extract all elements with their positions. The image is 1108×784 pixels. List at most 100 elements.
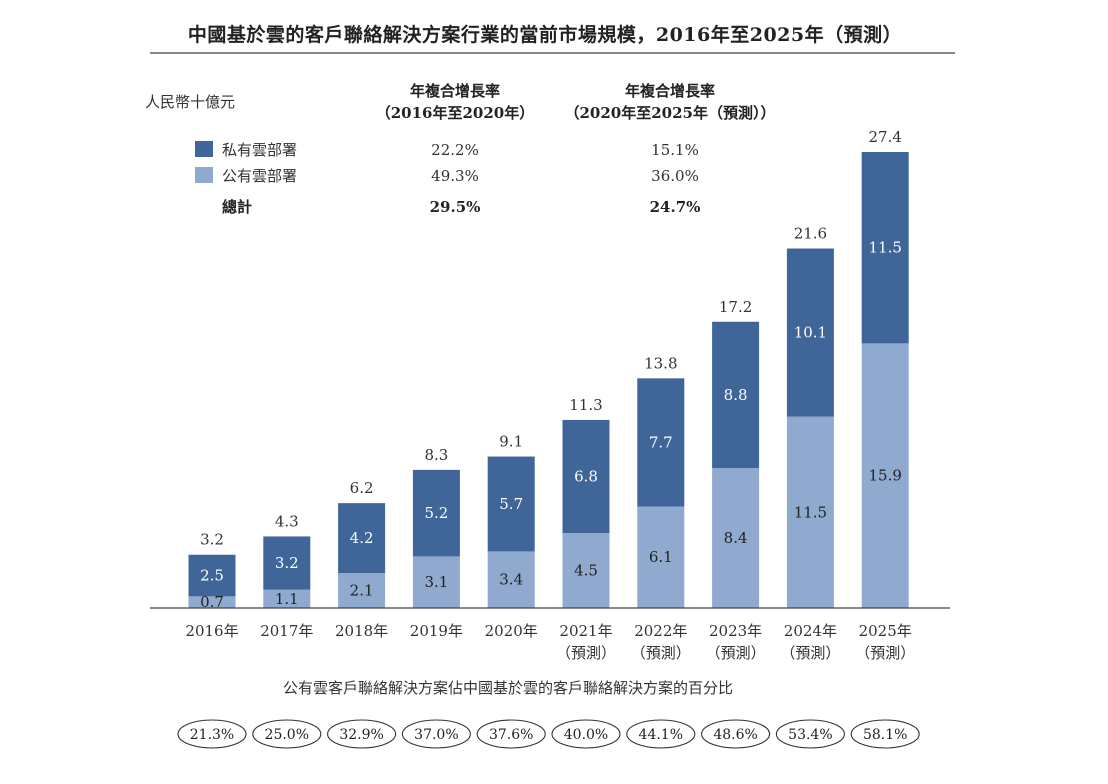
share-oval-5 [551, 719, 621, 749]
x-tick-label-4: 2020年 [485, 622, 538, 640]
bar-private-4 [487, 456, 535, 552]
share-oval-3 [401, 719, 471, 749]
bar-private-9 [861, 152, 909, 344]
cagr-private-2016-2020: 22.2% [431, 141, 479, 159]
x-axis-labels: 2016年 2017年 2018年 2019年 2020年 2021年 （預測） 2022年 （… [185, 622, 915, 662]
label-total-1: 4.3 [275, 512, 299, 530]
label-private-1: 3.2 [275, 554, 299, 572]
share-badge-7: 48.6% [701, 719, 771, 749]
bar-private-2 [338, 503, 386, 574]
share-value-9: 58.1% [863, 727, 907, 743]
label-total-0: 3.2 [200, 531, 224, 549]
share-badge-3: 37.0% [401, 719, 471, 749]
label-total-5: 11.3 [569, 396, 602, 414]
label-private-6: 7.7 [649, 433, 673, 451]
label-private-3: 5.2 [424, 504, 448, 522]
share-badge-2: 32.9% [327, 719, 397, 749]
bar-public-4 [487, 551, 535, 608]
x-tick-label-9: 2025年 [859, 622, 912, 640]
bar-private-6 [637, 378, 685, 507]
cagr-public-2020-2025: 36.0% [651, 167, 699, 185]
cagr-private-2020-2025: 15.1% [651, 141, 699, 159]
bar-private-3 [412, 469, 460, 557]
x-tick-note-6: （預測） [631, 644, 691, 662]
legend-label-total: 總計 [222, 198, 252, 216]
bar-group: 0.7 2.5 3.2 1.1 3.2 4.3 2.1 4.2 6.2 3.1 5.2 8.3 3.4 5… [188, 128, 909, 611]
share-badge-8: 53.4% [775, 719, 845, 749]
share-value-4: 37.6% [489, 727, 533, 743]
label-public-0: 0.7 [200, 593, 224, 611]
public-share-caption: 公有雲客戶聯絡解決方案佔中國基於雲的客戶聯絡解決方案的百分比 [283, 679, 733, 697]
label-total-4: 9.1 [499, 433, 523, 451]
legend-swatch-private [195, 141, 213, 157]
bar-private-8 [786, 248, 834, 417]
cagr-total-2016-2020: 29.5% [430, 198, 481, 216]
x-tick-label-1: 2017年 [260, 622, 313, 640]
label-public-8: 11.5 [794, 503, 827, 521]
cagr-public-2016-2020: 49.3% [431, 167, 479, 185]
x-tick-label-0: 2016年 [185, 622, 238, 640]
x-tick-label-2: 2018年 [335, 622, 388, 640]
label-private-5: 6.8 [574, 468, 598, 486]
share-oval-8 [775, 719, 845, 749]
label-total-9: 27.4 [868, 128, 901, 146]
public-share-row: 21.3% 25.0% 32.9% 37.0% 37.6% 40.0% 44.1% 48.6%… [177, 719, 920, 749]
label-public-6: 6.1 [649, 548, 673, 566]
legend-label-private: 私有雲部署 [222, 141, 297, 159]
x-tick-note-9: （預測） [855, 644, 915, 662]
x-tick-label-6: 2022年 [634, 622, 687, 640]
share-value-7: 48.6% [713, 727, 757, 743]
label-public-1: 1.1 [275, 590, 299, 608]
bar-public-1 [263, 589, 311, 608]
bar-public-6 [637, 506, 685, 608]
bar-private-5 [562, 419, 610, 534]
share-value-3: 37.0% [414, 727, 458, 743]
bar-public-8 [786, 416, 834, 608]
share-value-8: 53.4% [788, 727, 832, 743]
label-total-8: 21.6 [794, 225, 827, 243]
label-private-8: 10.1 [794, 324, 827, 342]
share-oval-1 [252, 719, 322, 749]
cagr-total-2020-2025: 24.7% [650, 198, 701, 216]
share-oval-0 [177, 719, 247, 749]
share-oval-9 [850, 719, 920, 749]
bar-private-7 [712, 321, 760, 469]
cagr-header-2-line2: （2020年至2025年（預測）） [565, 104, 776, 122]
share-value-0: 21.3% [190, 727, 234, 743]
share-oval-7 [701, 719, 771, 749]
label-private-0: 2.5 [200, 567, 224, 585]
label-total-6: 13.8 [644, 354, 677, 372]
share-value-6: 44.1% [639, 727, 683, 743]
share-oval-4 [476, 719, 546, 749]
share-oval-2 [327, 719, 397, 749]
label-total-2: 6.2 [350, 479, 374, 497]
x-tick-note-7: （預測） [706, 644, 766, 662]
label-private-2: 4.2 [350, 529, 374, 547]
bar-public-0 [188, 596, 236, 608]
bar-public-2 [338, 573, 386, 608]
bar-public-5 [562, 533, 610, 608]
label-private-7: 8.8 [724, 386, 748, 404]
share-badge-0: 21.3% [177, 719, 247, 749]
chart-title: 中國基於雲的客戶聯絡解決方案行業的當前市場規模，2016年至2025年（預測） [188, 23, 902, 46]
share-badge-6: 44.1% [626, 719, 696, 749]
label-public-5: 4.5 [574, 562, 598, 580]
share-badge-4: 37.6% [476, 719, 546, 749]
x-tick-label-5: 2021年 [559, 622, 612, 640]
label-public-3: 3.1 [424, 573, 448, 591]
label-private-4: 5.7 [499, 495, 523, 513]
label-public-2: 2.1 [350, 582, 374, 600]
share-badge-9: 58.1% [850, 719, 920, 749]
x-tick-label-7: 2023年 [709, 622, 762, 640]
bar-public-7 [712, 468, 760, 608]
share-value-1: 25.0% [265, 727, 309, 743]
bar-public-3 [412, 556, 460, 608]
x-tick-note-8: （預測） [780, 644, 840, 662]
label-public-7: 8.4 [724, 529, 748, 547]
label-public-9: 15.9 [868, 467, 901, 485]
share-value-5: 40.0% [564, 727, 608, 743]
share-value-2: 32.9% [339, 727, 383, 743]
label-total-3: 8.3 [424, 446, 448, 464]
bar-public-9 [861, 343, 909, 608]
share-badge-5: 40.0% [551, 719, 621, 749]
